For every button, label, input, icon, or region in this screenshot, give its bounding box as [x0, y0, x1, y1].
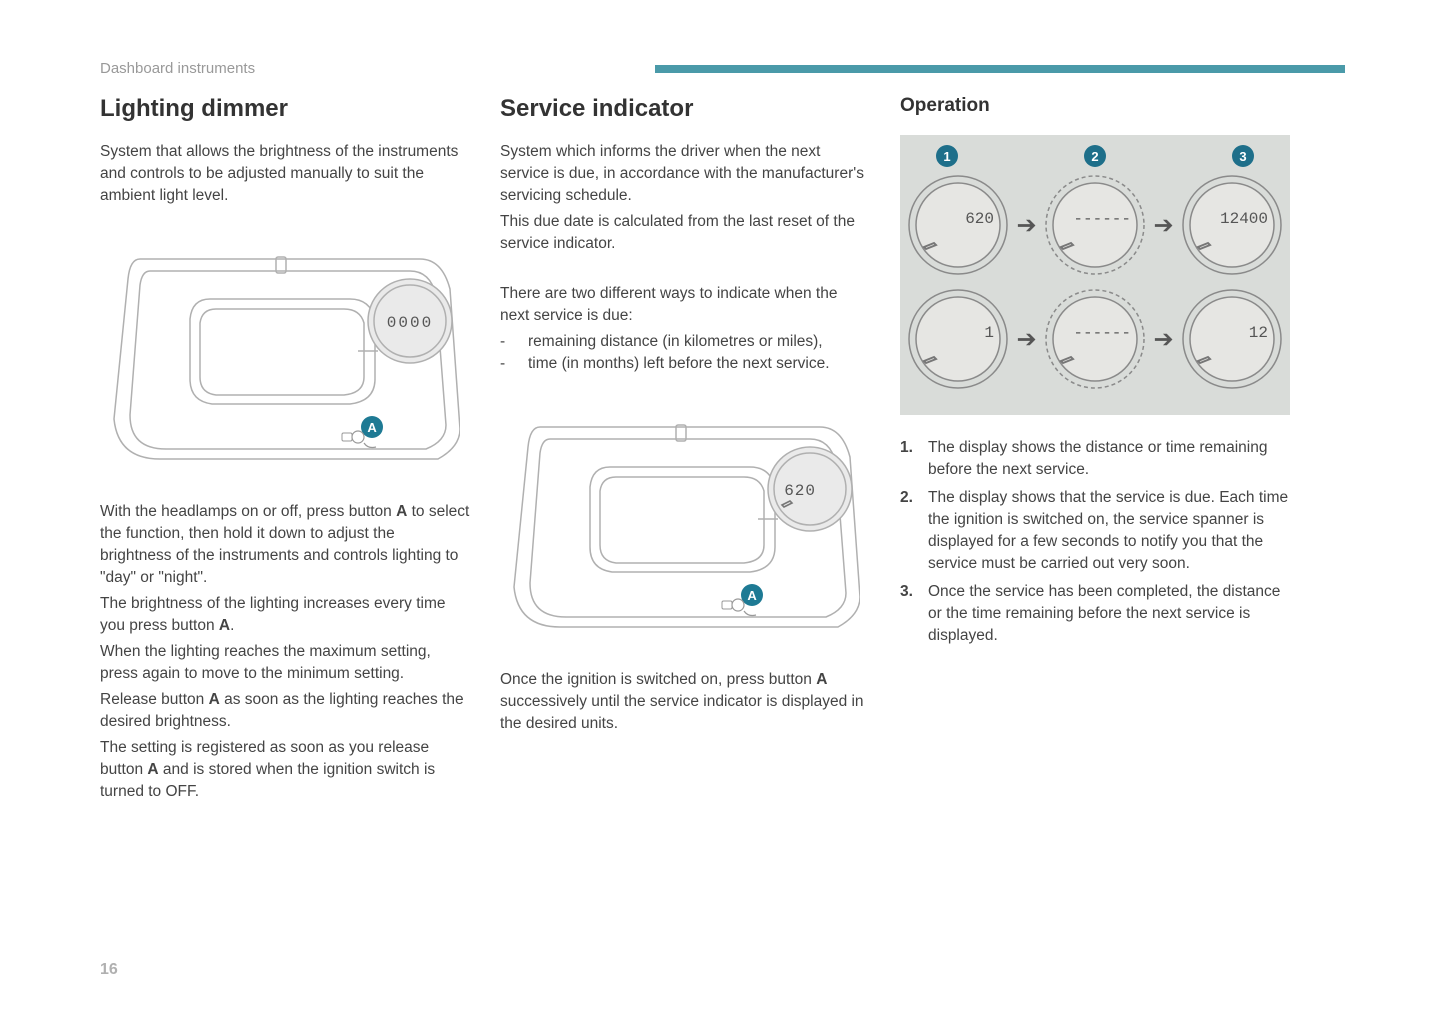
lighting-body-4: Release button A as soon as the lighting…: [100, 689, 470, 733]
gauge-display: 12: [1180, 287, 1284, 391]
gauge-display: 1: [906, 287, 1010, 391]
operation-title: Operation: [900, 95, 1290, 117]
arrow-right-icon: ➔: [1015, 325, 1039, 354]
operation-panel: 1 2 3 620 ➔ ------ ➔ 12400 1 ➔: [900, 135, 1290, 415]
lighting-dimmer-title: Lighting dimmer: [100, 95, 470, 123]
step-number: 2.: [900, 487, 928, 575]
lighting-body-5: The setting is registered as soon as you…: [100, 737, 470, 803]
page-number: 16: [100, 961, 118, 979]
svg-text:1: 1: [984, 324, 994, 342]
odo-readout: 620: [784, 482, 816, 500]
gauge-display: 620: [906, 173, 1010, 277]
svg-text:12400: 12400: [1220, 210, 1268, 228]
step-number: 1.: [900, 437, 928, 481]
service-caption: Once the ignition is switched on, press …: [500, 669, 870, 735]
operation-badge-3: 3: [1232, 145, 1254, 167]
service-intro-1: System which informs the driver when the…: [500, 141, 870, 207]
service-indicator-title: Service indicator: [500, 95, 870, 123]
service-intro-2: This due date is calculated from the las…: [500, 211, 870, 255]
bullet-item: - time (in months) left before the next …: [500, 353, 870, 375]
service-ways-intro: There are two different ways to indicate…: [500, 283, 870, 327]
operation-badge-2: 2: [1084, 145, 1106, 167]
svg-text:------: ------: [1073, 210, 1131, 228]
bullet-text: remaining distance (in kilometres or mil…: [528, 331, 823, 353]
gauge-display: ------: [1043, 287, 1147, 391]
button-a-label: A: [747, 588, 757, 603]
column-lighting-dimmer: Lighting dimmer System that allows the b…: [100, 95, 470, 807]
svg-text:------: ------: [1073, 324, 1131, 342]
list-item: 1. The display shows the distance or tim…: [900, 437, 1290, 481]
arrow-right-icon: ➔: [1152, 211, 1176, 240]
button-a-label: A: [367, 420, 377, 435]
bullet-text: time (in months) left before the next se…: [528, 353, 830, 375]
svg-text:12: 12: [1249, 324, 1268, 342]
bullet-dash-icon: -: [500, 331, 528, 353]
operation-badge-1: 1: [936, 145, 958, 167]
operation-row-1: 620 ➔ ------ ➔ 12400: [906, 173, 1284, 277]
column-service-indicator: Service indicator System which informs t…: [500, 95, 870, 807]
step-text: The display shows that the service is du…: [928, 487, 1290, 575]
arrow-right-icon: ➔: [1152, 325, 1176, 354]
list-item: 2. The display shows that the service is…: [900, 487, 1290, 575]
bullet-dash-icon: -: [500, 353, 528, 375]
lighting-dimmer-intro: System that allows the brightness of the…: [100, 141, 470, 207]
service-bullet-list: - remaining distance (in kilometres or m…: [500, 331, 870, 375]
lighting-body-2: The brightness of the lighting increases…: [100, 593, 470, 637]
operation-row-2: 1 ➔ ------ ➔ 12: [906, 287, 1284, 391]
lighting-dimmer-figure: 0000 A: [100, 229, 470, 479]
header-accent-bar: [655, 65, 1345, 73]
section-header: Dashboard instruments: [100, 60, 255, 77]
service-indicator-figure: 620 A: [500, 397, 870, 647]
step-text: The display shows the distance or time r…: [928, 437, 1290, 481]
list-item: 3. Once the service has been completed, …: [900, 581, 1290, 647]
step-text: Once the service has been completed, the…: [928, 581, 1290, 647]
bullet-item: - remaining distance (in kilometres or m…: [500, 331, 870, 353]
odo-readout: 0000: [387, 314, 433, 332]
operation-steps-list: 1. The display shows the distance or tim…: [900, 437, 1290, 647]
step-number: 3.: [900, 581, 928, 647]
arrow-right-icon: ➔: [1015, 211, 1039, 240]
lighting-body-1: With the headlamps on or off, press butt…: [100, 501, 470, 589]
svg-text:620: 620: [965, 210, 994, 228]
column-operation: Operation 1 2 3 620 ➔ ------ ➔ 12400: [900, 95, 1290, 807]
gauge-display: 12400: [1180, 173, 1284, 277]
lighting-body-3: When the lighting reaches the maximum se…: [100, 641, 470, 685]
gauge-display: ------: [1043, 173, 1147, 277]
